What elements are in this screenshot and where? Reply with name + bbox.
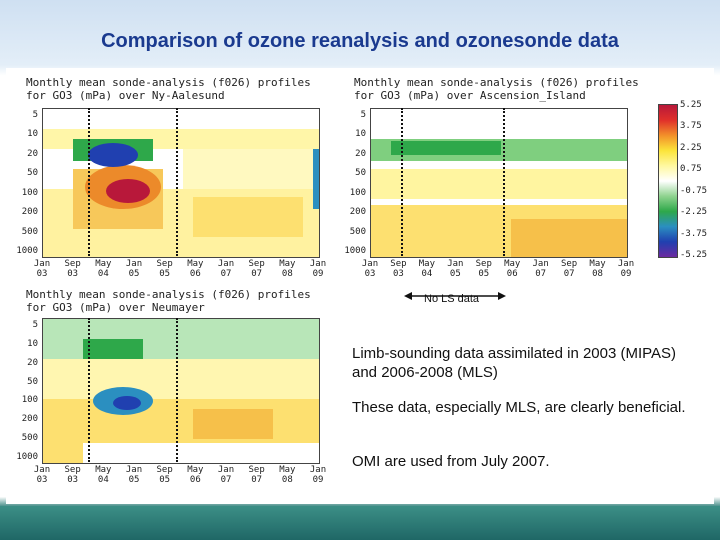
- ny-x-tick: Jan 03: [33, 259, 51, 279]
- neumayer-heatmap: [42, 318, 320, 464]
- neumayer-y-tick: 50: [27, 376, 38, 387]
- ny-y-tick: 50: [27, 168, 38, 179]
- ny-x-tick: Sep 05: [156, 259, 173, 279]
- colorbar: [658, 104, 678, 258]
- neumayer-x-tick: Jan 07: [217, 465, 235, 485]
- ascension-y-tick: 1000: [344, 246, 366, 256]
- colorbar-label: 2.25: [680, 142, 702, 153]
- ny-x-tick: Jan 05: [125, 259, 143, 279]
- ny-y-tick: 5: [32, 110, 38, 120]
- ny-x-tick: May 08: [279, 259, 296, 279]
- neumayer-x-tick: Jan 09: [309, 465, 327, 485]
- neumayer-x-tick: Sep 03: [64, 465, 81, 485]
- ascension-panel-title: Monthly mean sonde-analysis (f026) profi…: [354, 76, 639, 102]
- ascension-x-tick: Sep 07: [560, 259, 578, 279]
- ny-x-tick: May 04: [95, 259, 112, 279]
- ascension-x-tick: Sep 05: [475, 259, 492, 279]
- ascension-y-tick: 10: [355, 129, 366, 140]
- neumayer-x-tick: Jan 05: [125, 465, 143, 485]
- ascension-y-tick: 20: [355, 148, 366, 159]
- colorbar-label: -3.75: [680, 228, 708, 239]
- neumayer-y-tick: 1000: [16, 452, 38, 462]
- ny-y-tick: 100: [21, 187, 38, 198]
- ny-x-tick: Jan 07: [217, 259, 235, 279]
- neumayer-y-tick: 10: [27, 338, 38, 349]
- neu-marker-line-2: [176, 318, 178, 462]
- ascension-x-tick: Jan 05: [447, 259, 464, 279]
- ny-x-tick: Jan 09: [309, 259, 327, 279]
- ascension-y-tick: 100: [349, 187, 366, 198]
- ny-x-tick: Sep 03: [64, 259, 81, 279]
- neumayer-y-tick: 100: [21, 395, 38, 406]
- ny-y-tick: 10: [27, 129, 38, 140]
- neumayer-x-tick: Sep 07: [248, 465, 265, 485]
- ascension-y-tick: 50: [355, 168, 366, 179]
- ascension-heatmap: [370, 108, 628, 258]
- ascension-x-tick: Jan 07: [532, 259, 549, 279]
- neu-marker-line-1: [88, 318, 90, 462]
- colorbar-label: -5.25: [680, 250, 708, 260]
- note-limb: Limb-sounding data assimilated in 2003 (…: [352, 345, 677, 381]
- colorbar-label: -0.75: [680, 185, 708, 196]
- note-omi: OMI are used from July 2007.: [352, 453, 550, 470]
- neumayer-y-tick: 500: [21, 433, 38, 444]
- ascension-x-tick: May 04: [418, 259, 435, 279]
- colorbar-label: 0.75: [680, 164, 702, 175]
- colorbar-label: 3.75: [680, 121, 702, 132]
- ny-y-tick: 20: [27, 148, 38, 159]
- note-beneficial: These data, especially MLS, are clearly …: [352, 399, 686, 416]
- ny-y-tick: 200: [21, 207, 38, 218]
- no-ls-arrow: [404, 292, 506, 300]
- ny-marker-line-1: [88, 108, 90, 256]
- ascension-x-tick: Jan 03: [361, 259, 379, 279]
- ascension-x-tick: Sep 03: [390, 259, 407, 279]
- footer-band: [0, 506, 720, 540]
- ny-x-tick: May 06: [187, 259, 204, 279]
- ascension-x-tick: Jan 09: [617, 259, 635, 279]
- colorbar-label: -2.25: [680, 207, 708, 218]
- slide-title: Comparison of ozone reanalysis and ozone…: [101, 30, 619, 52]
- ny-y-tick: 500: [21, 226, 38, 237]
- slide-body: Monthly mean sonde-analysis (f026) profi…: [6, 68, 714, 504]
- ascension-x-tick: May 06: [504, 259, 521, 279]
- neumayer-x-tick: May 08: [279, 465, 296, 485]
- neumayer-x-tick: Jan 03: [33, 465, 51, 485]
- ascension-y-tick: 500: [349, 226, 366, 237]
- neumayer-x-tick: May 06: [187, 465, 204, 485]
- asc-marker-line-2: [503, 108, 505, 256]
- neumayer-y-tick: 200: [21, 414, 38, 425]
- ascension-y-tick: 5: [360, 110, 366, 120]
- ascension-y-tick: 200: [349, 207, 366, 218]
- ascension-x-tick: May 08: [589, 259, 606, 279]
- neumayer-y-tick: 20: [27, 357, 38, 368]
- colorbar-label: 5.25: [680, 100, 702, 110]
- neumayer-x-tick: Sep 05: [156, 465, 173, 485]
- ny-y-tick: 1000: [16, 246, 38, 256]
- ny-heatmap: [42, 108, 320, 258]
- neumayer-x-tick: May 04: [95, 465, 112, 485]
- neumayer-y-tick: 5: [32, 320, 38, 330]
- no-ls-label: No LS data: [424, 293, 480, 305]
- ny-panel-title: Monthly mean sonde-analysis (f026) profi…: [26, 76, 311, 102]
- ny-marker-line-2: [176, 108, 178, 256]
- ny-x-tick: Sep 07: [248, 259, 265, 279]
- neumayer-panel-title: Monthly mean sonde-analysis (f026) profi…: [26, 288, 311, 314]
- asc-marker-line-1: [401, 108, 403, 256]
